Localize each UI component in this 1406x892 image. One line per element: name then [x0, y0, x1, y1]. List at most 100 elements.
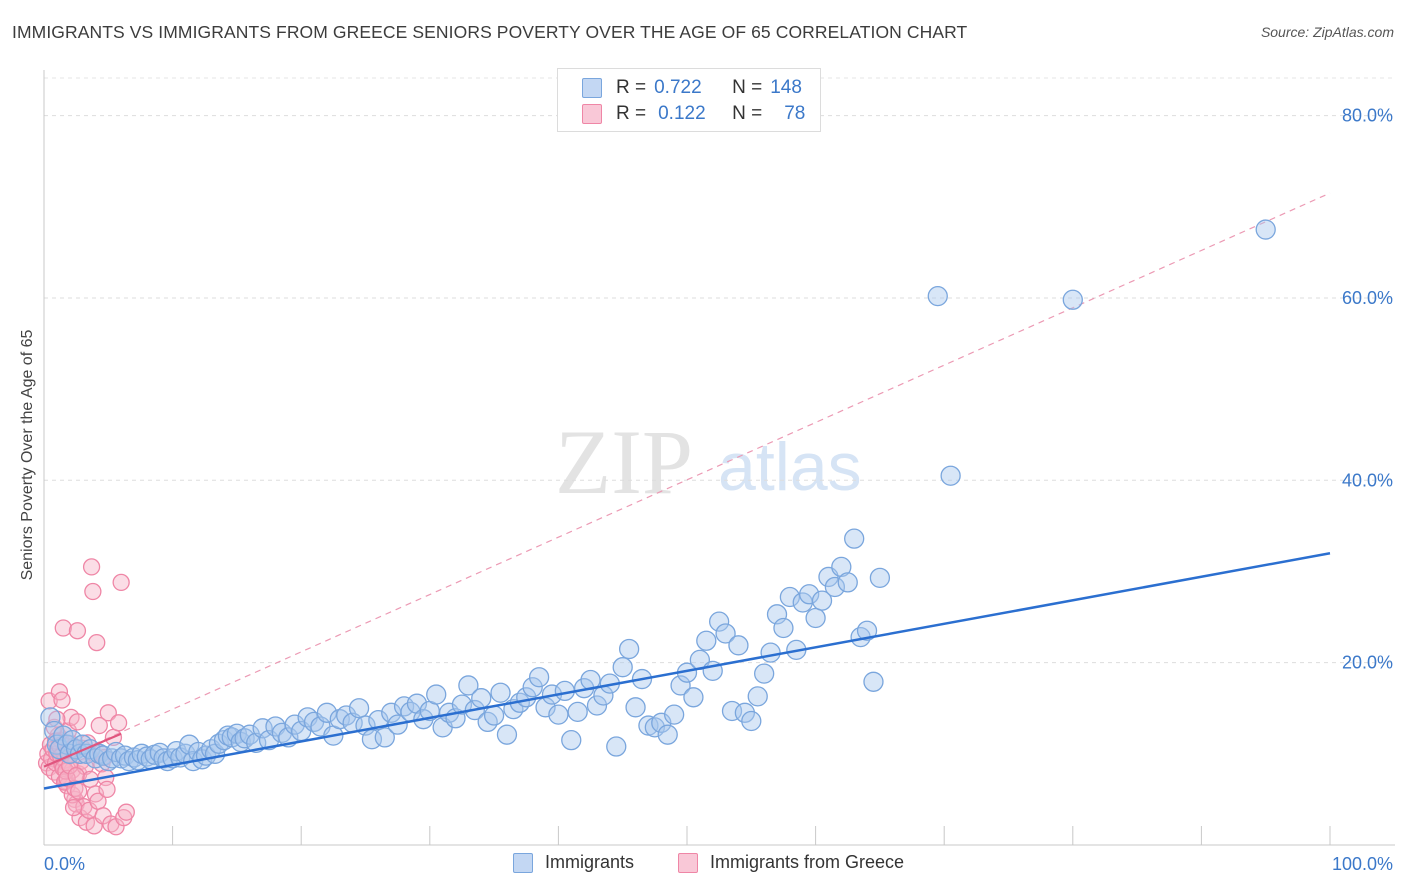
legend-label-greece: Immigrants from Greece [710, 852, 905, 872]
immigrants-point [760, 642, 781, 663]
immigrants-point [844, 528, 865, 549]
immigrants-point [483, 705, 505, 726]
immigrants-point [451, 694, 473, 715]
greece-point [84, 582, 102, 601]
greece-point [112, 573, 130, 592]
greece-trend-line [43, 732, 122, 768]
watermark-atlas: atlas [718, 429, 862, 505]
greece-point [82, 558, 101, 576]
y-tick-label: 20.0% [1342, 653, 1393, 673]
grid [44, 77, 1395, 664]
immigrants-point [606, 736, 627, 757]
immigrants-point [824, 576, 846, 598]
greece-point [53, 691, 71, 709]
watermark: ZIP atlas [555, 411, 862, 513]
greece-point [117, 803, 135, 821]
y-tick-label: 60.0% [1342, 288, 1393, 308]
immigrants-point [316, 702, 338, 723]
greece-point [64, 798, 83, 817]
legend-item-immigrants[interactable]: Immigrants [513, 852, 634, 873]
immigrants-point [856, 620, 878, 641]
immigrants-point [393, 696, 415, 717]
immigrants-point [329, 709, 350, 730]
reference-line-group [43, 192, 1331, 768]
immigrants-point [728, 635, 749, 656]
immigrants-point [940, 465, 961, 486]
y-tick-label: 80.0% [1342, 106, 1393, 126]
legend-n-value: 148 [770, 77, 802, 98]
legend-n-value: 78 [784, 103, 806, 124]
greece-point [98, 780, 116, 799]
immigrants-point [618, 638, 640, 660]
legend-item-greece[interactable]: Immigrants from Greece [678, 852, 904, 873]
immigrants-point [657, 724, 678, 745]
immigrants-point [528, 667, 550, 688]
greece-point [70, 782, 88, 800]
y-tick-labels: 20.0% 40.0% 60.0% 80.0% [1342, 106, 1393, 673]
immigrants-point [799, 584, 820, 605]
immigrants-point [471, 688, 492, 709]
immigrants-point [625, 697, 646, 718]
immigrants-point [670, 675, 691, 696]
immigrants-point [348, 698, 370, 719]
legend-swatch-greece [678, 852, 698, 873]
immigrants-point [149, 742, 170, 764]
immigrants-trend-line [43, 552, 1331, 790]
immigrants-point [458, 675, 479, 696]
legend-swatch-greece [582, 104, 602, 124]
immigrants-point [1062, 289, 1083, 310]
immigrants-point [754, 663, 775, 684]
greece-point [99, 704, 117, 722]
trend-lines [43, 552, 1331, 790]
immigrants-point [490, 682, 511, 703]
immigrants-point [586, 695, 608, 716]
watermark-zip: ZIP [555, 411, 693, 513]
immigrants-point [741, 710, 762, 732]
immigrants-point [779, 586, 801, 608]
immigrants-point [239, 724, 260, 745]
series-legend: Immigrants Immigrants from Greece [0, 852, 1406, 878]
immigrants-point [548, 704, 569, 725]
legend-r-label: R = [616, 103, 647, 124]
legend-n-label: N = [732, 77, 763, 98]
immigrants-point [927, 285, 948, 307]
immigrants-point [831, 556, 852, 578]
immigrants-point [863, 671, 884, 692]
legend-row-immigrants: R = 0.722 N = 148 [582, 76, 802, 100]
legend-swatch-immigrants [582, 78, 602, 98]
legend-label-immigrants: Immigrants [545, 852, 635, 872]
immigrants-point [683, 687, 704, 708]
chart-title: IMMIGRANTS VS IMMIGRANTS FROM GREECE SEN… [12, 22, 968, 42]
immigrants-point [805, 607, 826, 629]
legend-row-greece: R = 0.122 N = 78 [582, 102, 805, 126]
y-tick-label: 40.0% [1342, 470, 1393, 490]
immigrants-point [715, 623, 736, 644]
axes [43, 70, 1395, 846]
immigrants-point [406, 693, 428, 714]
immigrants-point [869, 567, 891, 589]
immigrants-point [252, 718, 273, 739]
greece-point [90, 716, 108, 735]
greece-point [68, 713, 87, 731]
greece-point [88, 633, 106, 652]
immigrants-point [496, 724, 518, 745]
immigrants-point [522, 677, 543, 698]
x-tick-labels: 0.0% 100.0% [44, 854, 1393, 874]
immigrants-point [663, 704, 685, 725]
immigrants-point [374, 727, 395, 748]
legend-r-label: R = [616, 77, 647, 98]
legend-n-label: N = [732, 103, 763, 124]
greece-point [54, 619, 72, 637]
immigrants-point [567, 701, 588, 723]
immigrants-points [40, 219, 1276, 772]
correlation-legend: R = 0.722 N = 148 R = 0.122 N = 78 [557, 68, 821, 132]
greece-point [109, 714, 128, 732]
x-tick-label: 0.0% [44, 854, 85, 874]
immigrants-point [709, 611, 730, 632]
immigrants-point [651, 712, 672, 733]
immigrants-point [136, 746, 158, 767]
immigrants-point [696, 630, 717, 651]
x-tick-label: 100.0% [1332, 854, 1393, 874]
immigrants-point [721, 700, 743, 722]
